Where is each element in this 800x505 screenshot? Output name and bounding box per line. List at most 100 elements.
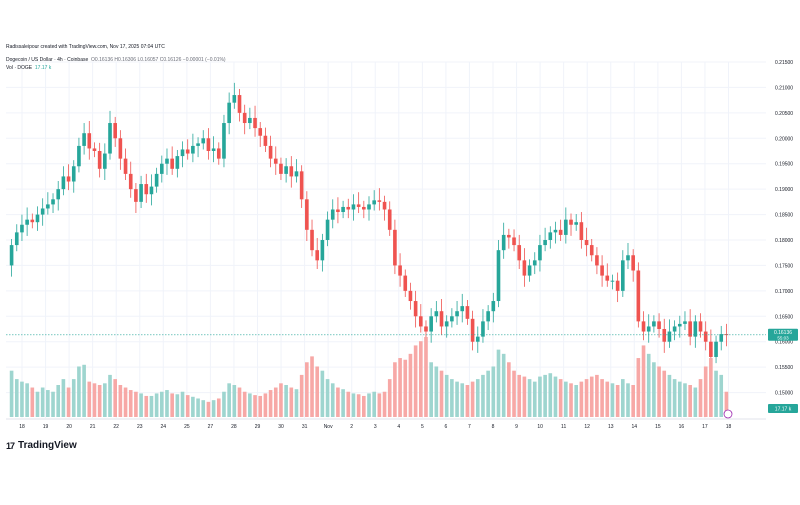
candle-body[interactable] bbox=[315, 250, 320, 261]
candle-body[interactable] bbox=[294, 171, 299, 177]
candle-body[interactable] bbox=[439, 311, 444, 327]
candle-body[interactable] bbox=[683, 321, 687, 324]
candle-body[interactable] bbox=[501, 234, 506, 251]
candle-body[interactable] bbox=[211, 148, 216, 151]
candle-body[interactable] bbox=[325, 219, 330, 240]
candle-body[interactable] bbox=[356, 204, 361, 207]
candle-body[interactable] bbox=[25, 219, 29, 225]
candle-body[interactable] bbox=[491, 301, 496, 312]
candle-body[interactable] bbox=[538, 245, 542, 261]
candle-body[interactable] bbox=[393, 229, 397, 266]
candle-body[interactable] bbox=[605, 275, 610, 281]
candle-body[interactable] bbox=[486, 311, 490, 322]
event-marker-icon[interactable] bbox=[723, 409, 733, 419]
candle-body[interactable] bbox=[97, 151, 102, 169]
candle-body[interactable] bbox=[46, 204, 50, 209]
candle-body[interactable] bbox=[579, 222, 584, 240]
candle-body[interactable] bbox=[35, 214, 40, 223]
candle-body[interactable] bbox=[434, 311, 439, 317]
candle-body[interactable] bbox=[589, 245, 594, 256]
candle-body[interactable] bbox=[222, 123, 226, 159]
candle-body[interactable] bbox=[398, 265, 402, 276]
candle-body[interactable] bbox=[512, 237, 516, 246]
candle-body[interactable] bbox=[82, 133, 86, 146]
candle-body[interactable] bbox=[465, 306, 470, 319]
candle-body[interactable] bbox=[408, 290, 413, 302]
candle-body[interactable] bbox=[144, 184, 149, 195]
candle-body[interactable] bbox=[310, 229, 314, 251]
candle-body[interactable] bbox=[165, 158, 169, 164]
candle-body[interactable] bbox=[284, 166, 288, 174]
candle-body[interactable] bbox=[569, 219, 573, 225]
candle-body[interactable] bbox=[382, 201, 387, 210]
candle-body[interactable] bbox=[154, 173, 159, 187]
candle-body[interactable] bbox=[641, 321, 646, 332]
candle-body[interactable] bbox=[206, 138, 211, 151]
candle-body[interactable] bbox=[595, 255, 599, 266]
candle-body[interactable] bbox=[128, 173, 133, 190]
candle-body[interactable] bbox=[56, 189, 61, 200]
candle-body[interactable] bbox=[584, 240, 589, 246]
candle-body[interactable] bbox=[201, 138, 206, 144]
candle-body[interactable] bbox=[30, 219, 35, 223]
candle-body[interactable] bbox=[372, 200, 376, 205]
candle-body[interactable] bbox=[667, 331, 672, 342]
candle-body[interactable] bbox=[677, 323, 682, 327]
candle-body[interactable] bbox=[320, 240, 325, 261]
candle-body[interactable] bbox=[191, 145, 195, 154]
candle-body[interactable] bbox=[646, 326, 651, 332]
candle-body[interactable] bbox=[118, 138, 123, 159]
candle-body[interactable] bbox=[40, 208, 45, 215]
candle-body[interactable] bbox=[424, 326, 428, 332]
candle-body[interactable] bbox=[496, 250, 501, 302]
candle-body[interactable] bbox=[387, 209, 392, 230]
candle-body[interactable] bbox=[621, 260, 625, 291]
candle-body[interactable] bbox=[475, 336, 480, 342]
candle-body[interactable] bbox=[134, 189, 138, 202]
candle-body[interactable] bbox=[289, 166, 294, 177]
candle-body[interactable] bbox=[108, 123, 112, 154]
candle-body[interactable] bbox=[444, 321, 449, 327]
candle-body[interactable] bbox=[196, 143, 200, 146]
candle-body[interactable] bbox=[481, 321, 485, 337]
candle-body[interactable] bbox=[714, 341, 718, 357]
candle-body[interactable] bbox=[615, 280, 620, 291]
candle-body[interactable] bbox=[87, 133, 92, 149]
candle-body[interactable] bbox=[61, 176, 66, 190]
candle-body[interactable] bbox=[709, 341, 713, 357]
candle-body[interactable] bbox=[672, 326, 677, 332]
candle-body[interactable] bbox=[507, 234, 511, 238]
candle-body[interactable] bbox=[564, 219, 568, 235]
candle-body[interactable] bbox=[66, 176, 71, 182]
candle-body[interactable] bbox=[600, 265, 604, 276]
candle-body[interactable] bbox=[377, 200, 382, 202]
candle-body[interactable] bbox=[703, 331, 708, 342]
candle-body[interactable] bbox=[268, 145, 273, 159]
candle-body[interactable] bbox=[527, 265, 532, 276]
candle-body[interactable] bbox=[159, 163, 164, 174]
candle-body[interactable] bbox=[227, 102, 231, 124]
candle-body[interactable] bbox=[20, 224, 24, 233]
candle-body[interactable] bbox=[175, 156, 180, 169]
candle-body[interactable] bbox=[610, 280, 615, 282]
candle-body[interactable] bbox=[553, 229, 558, 233]
candle-body[interactable] bbox=[123, 158, 128, 174]
candle-body[interactable] bbox=[548, 232, 553, 240]
candle-body[interactable] bbox=[413, 301, 418, 317]
candle-body[interactable] bbox=[103, 153, 107, 169]
candle-body[interactable] bbox=[180, 149, 185, 157]
candle-body[interactable] bbox=[263, 135, 268, 146]
candle-body[interactable] bbox=[517, 245, 522, 261]
candle-body[interactable] bbox=[455, 311, 459, 317]
candle-body[interactable] bbox=[719, 334, 724, 342]
candle-body[interactable] bbox=[92, 148, 97, 151]
candle-body[interactable] bbox=[299, 171, 304, 200]
candle-body[interactable] bbox=[532, 260, 537, 266]
candle-body[interactable] bbox=[149, 186, 154, 195]
candle-body[interactable] bbox=[216, 148, 221, 159]
candle-body[interactable] bbox=[113, 123, 117, 139]
candle-body[interactable] bbox=[279, 163, 283, 174]
tradingview-logo[interactable]: 17 TradingView bbox=[6, 440, 77, 451]
candle-body[interactable] bbox=[330, 209, 335, 220]
